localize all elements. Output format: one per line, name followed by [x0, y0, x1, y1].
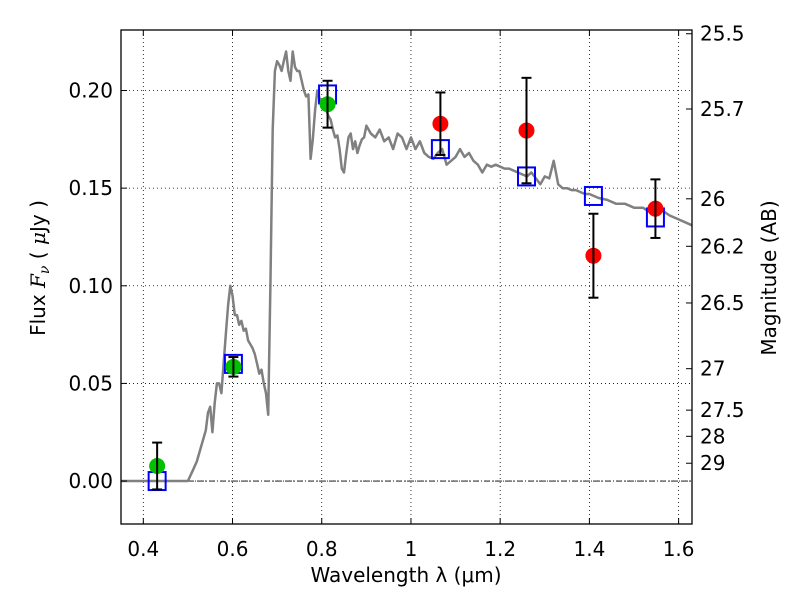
y-tick-label: 0.20 — [68, 79, 113, 103]
right-tick-label: 27 — [700, 357, 725, 381]
x-tick-label: 1.2 — [484, 537, 516, 561]
plot-frame — [120, 29, 693, 525]
ylabel-mu: μ — [26, 232, 50, 245]
y-tick-label: 0.10 — [68, 274, 113, 298]
axes-frame — [120, 29, 693, 525]
ylabel-text: Flux — [26, 288, 50, 336]
y-tick-label: 0.00 — [68, 469, 113, 493]
y-ticks: 0.00 0.05 0.10 0.15 0.20 — [68, 79, 127, 493]
right-tick-label: 25.5 — [700, 22, 745, 46]
ylabel-paren: ( — [26, 245, 50, 266]
y-tick-label: 0.05 — [68, 371, 113, 395]
x-ticks: 0.4 0.6 0.8 1 1.2 1.4 1.6 — [127, 30, 695, 561]
right-axis-label: Magnitude (AB) — [757, 200, 781, 355]
grid — [121, 30, 692, 524]
ylabel-unit: Jy ) — [26, 200, 50, 234]
right-tick-label: 28 — [700, 424, 725, 448]
model-spectrum-line — [121, 50, 692, 483]
right-tick-label: 26 — [700, 187, 725, 211]
right-tick-label: 26.2 — [700, 234, 745, 258]
x-tick-label: 0.4 — [127, 537, 159, 561]
ylabel-symbol: F — [26, 273, 50, 289]
right-tick-label: 27.5 — [700, 398, 745, 422]
x-tick-label: 1 — [405, 537, 418, 561]
x-axis-label: Wavelength λ (μm) — [310, 563, 501, 587]
x-tick-label: 0.6 — [217, 537, 249, 561]
x-tick-label: 1.4 — [573, 537, 605, 561]
y-tick-label: 0.15 — [68, 176, 113, 200]
x-tick-label: 0.8 — [306, 537, 338, 561]
model-photometry-square — [583, 185, 603, 206]
ylabel-subscript: ν — [37, 265, 53, 274]
right-tick-label: 25.7 — [700, 97, 745, 121]
right-tick-label: 26.5 — [700, 291, 745, 315]
plot-area — [121, 50, 692, 492]
y-axis-label: Flux Fν ( μJy ) — [26, 200, 53, 336]
x-tick-label: 1.6 — [663, 537, 695, 561]
right-ticks: 25.5 25.7 26 26.2 26.5 27 27.528 29 — [686, 22, 745, 475]
right-tick-label: 29 — [700, 451, 725, 475]
